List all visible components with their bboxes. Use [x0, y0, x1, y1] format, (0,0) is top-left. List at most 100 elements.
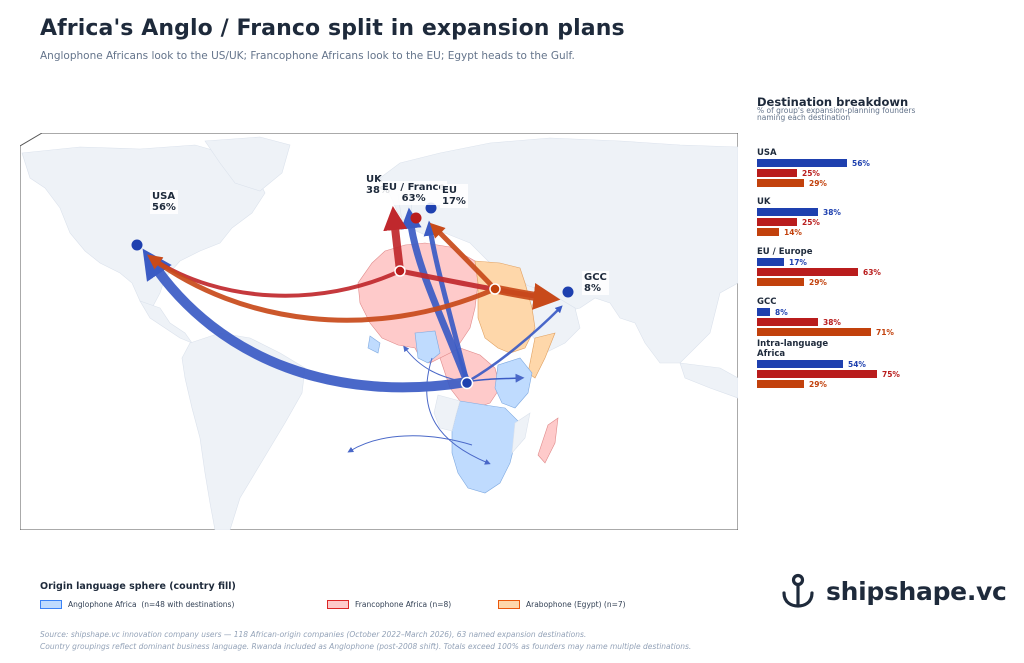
bar-arabo — [757, 328, 871, 336]
legend-label: Arabophone (Egypt) (n=7) — [526, 600, 626, 609]
gcc-label-name: GCC — [584, 272, 607, 283]
bar-row-arabo: 14% — [757, 227, 841, 237]
gcc-label-value: 8% — [584, 283, 601, 294]
bar-row-arabo: 29% — [757, 277, 881, 287]
eurasia — [379, 137, 738, 364]
bar-value: 25% — [802, 168, 820, 178]
group-uk: UK 38% 25% 14% — [757, 197, 841, 237]
anglophone-region — [451, 400, 521, 494]
destination-breakdown-panel: Destination breakdown % of group's expan… — [757, 95, 957, 389]
group-label-2: Africa — [757, 349, 786, 359]
source-line-1: Source: shipshape.vc innovation company … — [40, 630, 587, 639]
map-canvas — [20, 133, 738, 530]
group-eu: EU / Europe 17% 63% 29% — [757, 247, 881, 287]
bar-value: 25% — [802, 217, 820, 227]
bar-value: 75% — [882, 369, 900, 379]
arabophone-swatch — [498, 600, 520, 609]
bar-row-arabo: 29% — [757, 178, 870, 188]
usa-label-value: 56% — [152, 202, 176, 213]
gcc-destination-dot — [562, 286, 574, 298]
bar-row-franco: 75% — [757, 369, 900, 379]
group-label: GCC — [757, 297, 777, 307]
group-label: Intra-language — [757, 339, 829, 349]
source-note: Source: shipshape.vc innovation company … — [40, 629, 691, 653]
bar-anglo — [757, 360, 843, 368]
uk-label: UK 38% — [364, 173, 392, 197]
group-usa: USA 56% 25% 29% — [757, 148, 870, 188]
legend-item-arabophone: Arabophone (Egypt) (n=7) — [498, 600, 626, 609]
bar-franco — [757, 268, 858, 276]
group-label: EU / Europe — [757, 247, 813, 257]
uk-label-name: UK — [366, 174, 382, 185]
anglophone-origin-dot — [460, 376, 474, 390]
group-label: USA — [757, 148, 777, 158]
bar-row-anglo: 8% — [757, 307, 894, 317]
bar-value: 29% — [809, 277, 827, 287]
bar-arabo — [757, 179, 804, 187]
bar-anglo — [757, 159, 847, 167]
bar-franco — [757, 370, 877, 378]
chart-title: Africa's Anglo / Franco split in expansi… — [40, 16, 625, 41]
bar-value: 29% — [809, 379, 827, 389]
legend-item-francophone: Francophone Africa (n=8) — [327, 600, 451, 609]
anglophone-swatch — [40, 600, 62, 609]
bar-row-anglo: 17% — [757, 257, 881, 267]
group-intra-africa: Intra-language Africa 54% 75% 29% — [757, 339, 900, 389]
bar-franco — [757, 318, 818, 326]
panel-title: Destination breakdown — [757, 95, 909, 109]
eu-label-name: EU — [442, 185, 457, 196]
bar-arabo — [757, 278, 804, 286]
legend-item-anglophone: Anglophone Africa (n=48 with destination… — [40, 600, 234, 609]
chart-subtitle: Anglophone Africans look to the US/UK; F… — [40, 50, 575, 62]
bar-row-anglo: 56% — [757, 158, 870, 168]
bar-value: 14% — [784, 227, 802, 237]
bar-row-franco: 25% — [757, 168, 870, 178]
bar-value: 54% — [848, 359, 866, 369]
gcc-label: GCC 8% — [582, 271, 609, 295]
eu-france-label: EU / France 63% — [380, 181, 448, 205]
bar-anglo — [757, 208, 818, 216]
arabophone-origin-dot — [489, 283, 501, 295]
bar-arabo — [757, 228, 779, 236]
bar-value: 17% — [789, 257, 807, 267]
south-america — [181, 332, 306, 530]
bar-row-franco: 63% — [757, 267, 881, 277]
uk-label-value: 38% — [366, 185, 390, 196]
bar-row-arabo: 71% — [757, 327, 894, 337]
legend-title: Origin language sphere (country fill) — [40, 581, 236, 592]
bar-row-franco: 25% — [757, 217, 841, 227]
bar-franco — [757, 169, 797, 177]
bar-row-anglo: 54% — [757, 359, 900, 369]
bar-value: 29% — [809, 178, 827, 188]
brand-logo: shipshape.vc — [780, 573, 1007, 609]
legend-label: Francophone Africa (n=8) — [355, 600, 452, 609]
group-label: UK — [757, 197, 771, 207]
usa-label: USA 56% — [150, 190, 178, 214]
world-map: USA 56% UK 38% EU / France 63% EU 17% GC… — [20, 133, 738, 530]
bar-value: 38% — [823, 207, 841, 217]
france-destination-dot — [410, 212, 422, 224]
panel-subtitle-2: naming each destination — [757, 113, 851, 122]
group-gcc: GCC 8% 38% 71% — [757, 297, 894, 337]
bar-value: 71% — [876, 327, 894, 337]
bar-anglo — [757, 308, 770, 316]
eu-label: EU 17% — [440, 184, 468, 208]
eu-france-label-name: EU / France — [382, 182, 446, 193]
legend-label: Anglophone Africa (n=48 with destination… — [68, 600, 235, 609]
panel-subtitle-1: % of group's expansion-planning founders — [757, 106, 916, 115]
bar-franco — [757, 218, 797, 226]
eu-destination-dot — [425, 202, 437, 214]
bar-row-arabo: 29% — [757, 379, 900, 389]
brand-name: shipshape.vc — [826, 576, 1007, 606]
bar-arabo — [757, 380, 804, 388]
francophone-swatch — [327, 600, 349, 609]
eu-france-label-value: 63% — [401, 193, 426, 204]
usa-label-name: USA — [152, 191, 176, 202]
eu-label-value: 17% — [442, 196, 466, 207]
anchor-icon — [782, 573, 814, 608]
bar-value: 8% — [775, 307, 788, 317]
bar-row-franco: 38% — [757, 317, 894, 327]
bar-value: 63% — [863, 267, 881, 277]
source-line-2: Country groupings reflect dominant busin… — [40, 642, 692, 651]
bar-value: 56% — [852, 158, 870, 168]
